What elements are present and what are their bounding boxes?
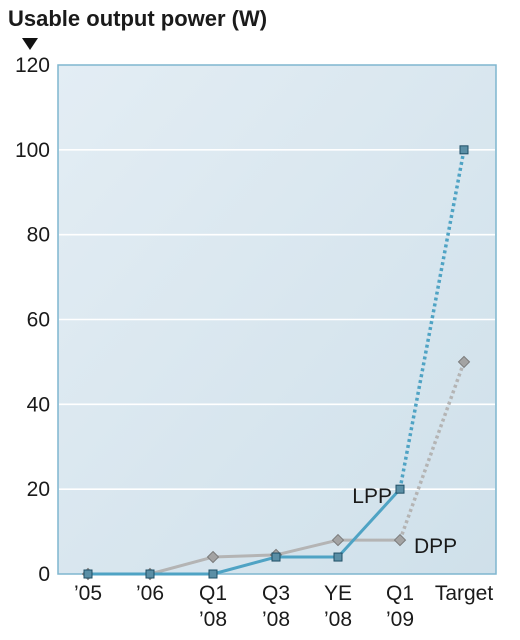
- data-point-lpp: [271, 552, 281, 562]
- data-point-lpp: [208, 569, 218, 579]
- data-point-dpp: [393, 533, 407, 547]
- y-tick-label: 20: [27, 478, 50, 501]
- data-point-dpp: [206, 550, 220, 564]
- x-tick-label: Q1: [386, 582, 414, 605]
- series-projection-dpp: [398, 361, 466, 541]
- axis-arrow-icon: [22, 38, 38, 50]
- series-label-lpp: LPP: [352, 485, 392, 508]
- y-tick-label: 0: [38, 563, 50, 586]
- x-tick-label: ’06: [136, 582, 164, 605]
- data-point-dpp: [331, 533, 345, 547]
- y-axis-ticks: 0 20 40 60 80 100 120: [15, 54, 50, 586]
- series-label-dpp: DPP: [414, 535, 457, 558]
- data-point-lpp: [83, 569, 93, 579]
- x-tick-label: Q3: [262, 582, 290, 605]
- data-point-lpp: [145, 569, 155, 579]
- x-tick-label: ’05: [74, 582, 102, 605]
- data-point-dpp: [457, 355, 471, 369]
- x-tick-label: ’08: [324, 608, 352, 631]
- series-group: [81, 145, 471, 581]
- series-labels: LPP DPP: [352, 485, 457, 558]
- y-tick-label: 40: [27, 393, 50, 416]
- y-tick-label: 120: [15, 54, 50, 77]
- data-point-lpp: [459, 145, 469, 155]
- y-tick-label: 80: [27, 224, 50, 247]
- data-point-lpp: [333, 552, 343, 562]
- y-tick-label: 100: [15, 139, 50, 162]
- x-tick-label: ’08: [262, 608, 290, 631]
- data-point-lpp: [395, 484, 405, 494]
- x-tick-label: ’09: [386, 608, 414, 631]
- gridlines: [59, 149, 495, 490]
- x-tick-label: ’08: [199, 608, 227, 631]
- y-tick-label: 60: [27, 309, 50, 332]
- x-tick-label: YE: [324, 582, 352, 605]
- series-line-lpp: [88, 488, 402, 576]
- y-axis-title: Usable output power (W): [8, 6, 267, 31]
- x-axis-ticks: ’05 ’06 Q1 ’08 Q3 ’08 YE ’08 Q1 ’09 Target: [74, 582, 493, 631]
- x-tick-label: Target: [435, 582, 494, 605]
- x-tick-label: Q1: [199, 582, 227, 605]
